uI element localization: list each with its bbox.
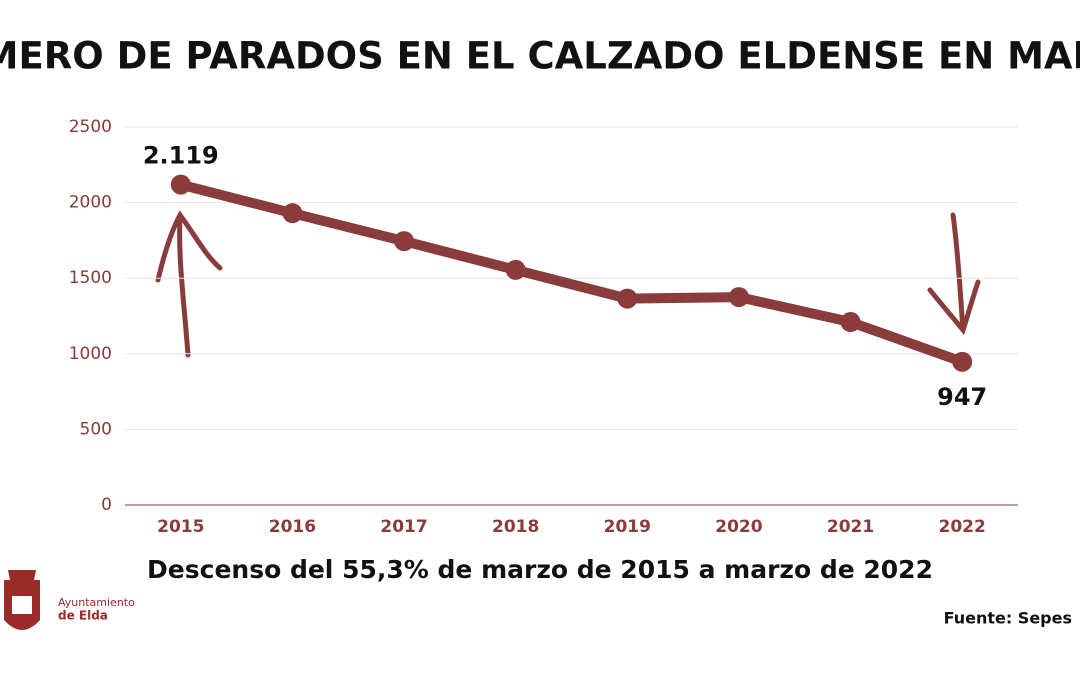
logo-crown xyxy=(8,570,36,580)
logo-text: Ayuntamiento xyxy=(58,596,135,609)
logo-castle xyxy=(12,596,32,614)
y-tick-label: 2000 xyxy=(69,193,112,213)
point xyxy=(505,259,526,280)
y-tick-label: 0 xyxy=(101,495,112,515)
source: Fuente: Sepes xyxy=(944,609,1072,628)
logo-text: de Elda xyxy=(58,609,108,623)
x-tick-label: 2017 xyxy=(380,517,427,537)
x-tick-label: 2020 xyxy=(715,517,762,537)
arrow-down xyxy=(927,212,981,336)
chart-subtitle: Descenso del 55,3% de marzo de 2015 a ma… xyxy=(147,555,933,584)
point xyxy=(617,288,638,309)
point xyxy=(728,287,749,308)
y-tick-label: 500 xyxy=(80,419,112,439)
x-tick-label: 2018 xyxy=(492,517,539,537)
data-label: 947 xyxy=(937,383,987,411)
point xyxy=(952,351,973,372)
point xyxy=(170,174,191,195)
data-label: 2.119 xyxy=(143,142,219,170)
y-tick-label: 2500 xyxy=(69,117,112,137)
y-tick-label: 1000 xyxy=(69,344,112,364)
x-tick-label: 2016 xyxy=(269,517,316,537)
point xyxy=(394,231,415,252)
arrow-up xyxy=(155,210,223,358)
y-tick-label: 1500 xyxy=(69,268,112,288)
x-tick-label: 2021 xyxy=(827,517,874,537)
point xyxy=(282,203,303,224)
x-tick-label: 2015 xyxy=(157,517,204,537)
arrows xyxy=(155,210,981,358)
line xyxy=(179,179,964,367)
logo: Ayuntamiento de Elda xyxy=(4,570,135,630)
x-tick-label: 2022 xyxy=(939,517,986,537)
point xyxy=(840,312,861,333)
chart-title: NÚMERO DE PARADOS EN EL CALZADO ELDENSE … xyxy=(0,34,1080,78)
x-tick-label: 2019 xyxy=(604,517,651,537)
